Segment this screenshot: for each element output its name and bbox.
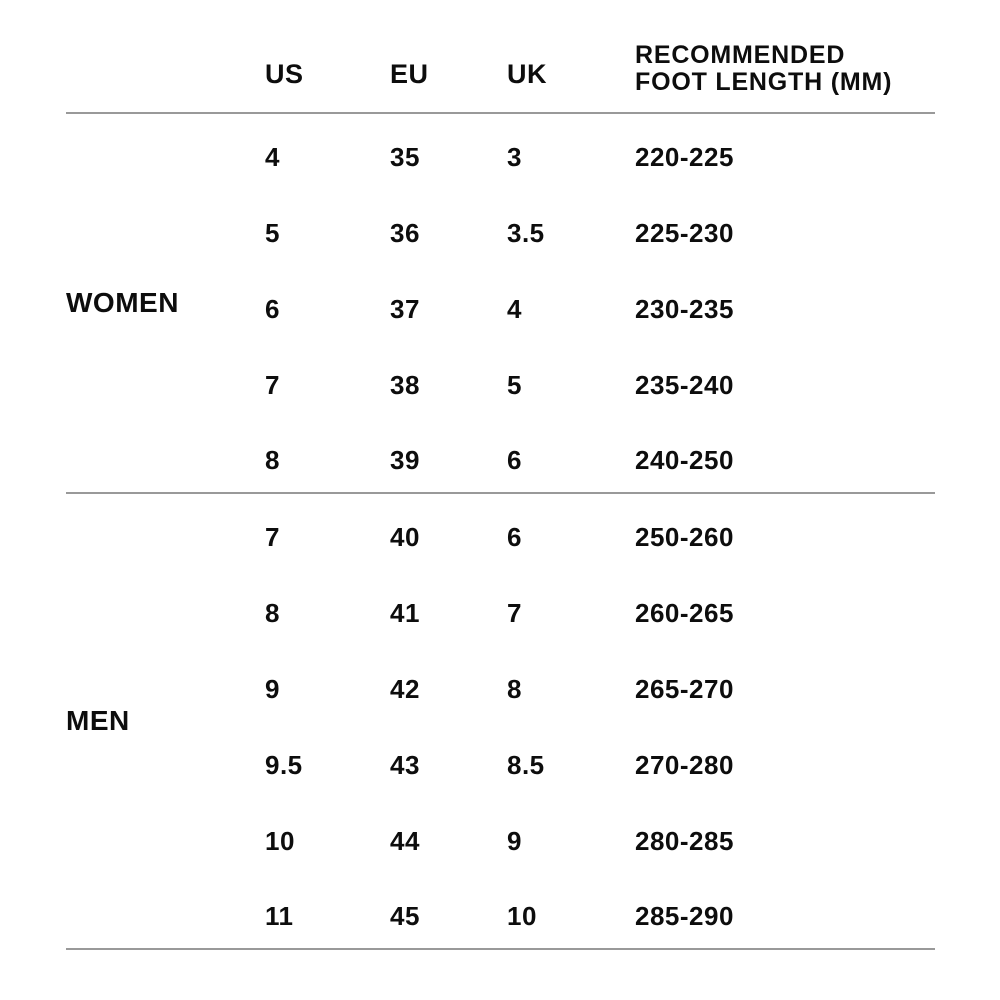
table-row: 5 36 3.5 225-230 (66, 189, 935, 265)
cell-eu: 37 (390, 293, 420, 324)
cell-eu: 44 (390, 825, 420, 856)
table-row: MEN 7 40 6 250-260 (66, 493, 935, 950)
table-row: 8 39 6 240-250 (66, 417, 935, 494)
cell-uk: 8.5 (507, 749, 545, 780)
cell-foot-length: 230-235 (635, 293, 734, 324)
cell-uk: 6 (507, 417, 635, 494)
cell-eu: 36 (390, 217, 420, 248)
cell-uk: 6 (507, 522, 522, 552)
table-row: 7 38 5 235-240 (66, 341, 935, 417)
cell-eu: 41 (390, 597, 420, 628)
cell-uk: 3 (507, 142, 522, 172)
cell-foot-length: 235-240 (635, 369, 734, 400)
section-label-women: WOMEN (66, 113, 265, 494)
header-section-spacer (66, 0, 265, 114)
cell-us: 6 (265, 293, 280, 324)
cell-us: 8 (265, 417, 390, 494)
header-foot-length-line2: FOOT LENGTH (MM) (635, 68, 893, 96)
header-eu: EU (390, 0, 507, 114)
header-foot-length: RECOMMENDED FOOT LENGTH (MM) (635, 0, 935, 114)
cell-foot-length: 260-265 (635, 597, 734, 628)
cell-uk: 4 (507, 293, 522, 324)
cell-foot-length: 250-260 (635, 522, 734, 552)
cell-foot-length: 270-280 (635, 749, 734, 780)
cell-us: 7 (265, 522, 280, 552)
cell-eu: 40 (390, 522, 420, 552)
cell-eu: 35 (390, 142, 420, 172)
cell-eu: 45 (390, 873, 507, 950)
header-foot-length-line1: RECOMMENDED (635, 41, 846, 69)
cell-uk: 7 (507, 597, 522, 628)
cell-foot-length: 220-225 (635, 142, 734, 172)
cell-eu: 38 (390, 369, 420, 400)
header-uk: UK (507, 0, 635, 114)
cell-us: 9 (265, 673, 280, 704)
cell-us: 11 (265, 873, 390, 950)
cell-us: 5 (265, 217, 280, 248)
cell-us: 8 (265, 597, 280, 628)
cell-uk: 10 (507, 873, 635, 950)
table-row: 9 42 8 265-270 (66, 645, 935, 721)
cell-foot-length: 225-230 (635, 217, 734, 248)
cell-us: 4 (265, 142, 280, 172)
cell-us: 9.5 (265, 749, 303, 780)
table-header: US EU UK RECOMMENDED FOOT LENGTH (MM) (66, 0, 935, 114)
cell-uk: 5 (507, 369, 522, 400)
table-row: 11 45 10 285-290 (66, 873, 935, 950)
cell-uk: 8 (507, 673, 522, 704)
table-row: 6 37 4 230-235 (66, 265, 935, 341)
header-us: US (265, 0, 390, 114)
cell-eu: 42 (390, 673, 420, 704)
table-row: 9.5 43 8.5 270-280 (66, 721, 935, 797)
header-row: US EU UK RECOMMENDED FOOT LENGTH (MM) (66, 0, 935, 114)
table-body: WOMEN 4 35 3 220-225 5 36 3.5 225-230 6 … (66, 113, 935, 950)
shoe-size-conversion-table: US EU UK RECOMMENDED FOOT LENGTH (MM) WO… (66, 0, 935, 950)
cell-eu: 43 (390, 749, 420, 780)
table-row: WOMEN 4 35 3 220-225 (66, 113, 935, 494)
cell-foot-length: 240-250 (635, 417, 935, 494)
cell-uk: 3.5 (507, 217, 545, 248)
table-row: 10 44 9 280-285 (66, 797, 935, 873)
table-row: 8 41 7 260-265 (66, 569, 935, 645)
cell-foot-length: 285-290 (635, 873, 935, 950)
section-label-men: MEN (66, 493, 265, 950)
cell-us: 10 (265, 825, 295, 856)
cell-foot-length: 280-285 (635, 825, 734, 856)
cell-us: 7 (265, 369, 280, 400)
cell-eu: 39 (390, 417, 507, 494)
cell-foot-length: 265-270 (635, 673, 734, 704)
cell-uk: 9 (507, 825, 522, 856)
